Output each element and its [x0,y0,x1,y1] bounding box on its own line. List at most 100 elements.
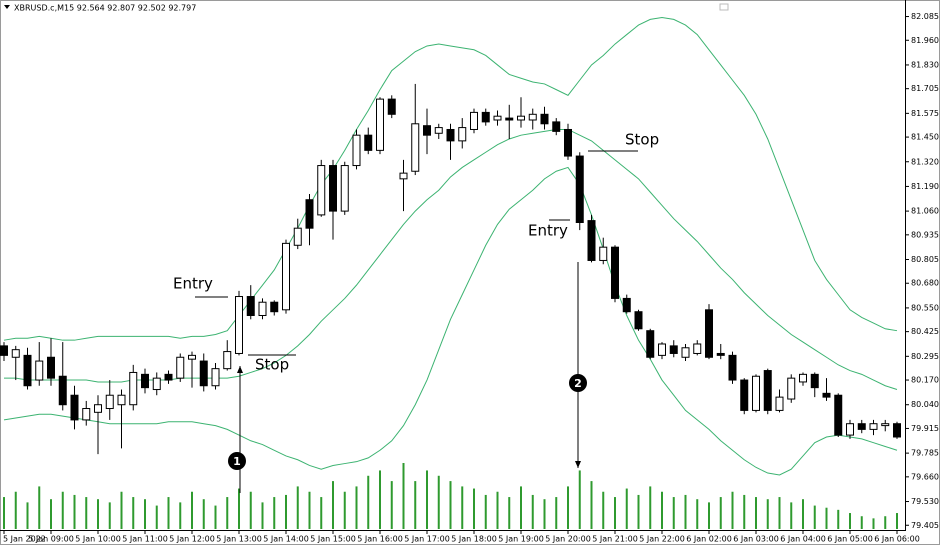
x-tick-label: 6 Jan 04:00 [780,535,826,544]
y-tick-label: 80.040 [911,400,939,409]
candle-body [376,98,384,151]
arrow-head [237,366,243,373]
volume-bar [755,497,757,529]
candle-body [423,125,431,136]
candle-body [446,128,455,142]
volume-bar [226,497,229,529]
menu-icon[interactable] [4,5,10,9]
candle-body [846,423,854,436]
candle-body [681,347,690,358]
volume-bar [50,499,52,529]
candle-body [411,123,420,172]
x-tick-label: 6 Jan 05:00 [827,535,873,544]
candle-body [669,345,678,354]
candle-body [810,373,819,389]
volume-bar [214,505,217,529]
candle-body [235,296,243,354]
volume-bar [614,497,616,529]
candle-body [622,297,631,313]
volume-bar [155,505,158,529]
candle-body [58,375,67,406]
volume-bar [884,516,887,529]
volume-bar [167,497,170,529]
marker-number: 2 [574,377,582,390]
volume-bar [261,502,264,529]
candle-body [246,296,255,317]
candle-body [763,370,772,411]
x-tick-label: 6 Jan 06:00 [874,535,920,544]
candle-body [634,311,643,330]
volume-bar [708,502,710,529]
candle-body [293,227,302,246]
volume-bar [649,486,652,529]
candle-body [141,373,149,389]
volume-bar [296,486,299,529]
annotation: Entry [173,275,213,293]
volume-bar [132,497,135,529]
annotation: Entry [528,222,568,240]
candle-body [752,375,760,411]
y-tick-label: 81.575 [911,109,939,118]
volume-bar [320,497,323,529]
y-tick-label: 80.550 [911,303,939,312]
bollinger-band [3,16,898,341]
candle-body [188,354,196,360]
candle-body [658,343,666,356]
volume-bar [602,491,605,529]
x-tick-label: 5 Jan 22:00 [639,535,685,544]
candle-body [458,127,467,142]
candle-body [799,373,807,383]
x-tick-label: 5 Jan 09:00 [28,535,74,544]
x-tick-label: 5 Jan 18:00 [451,535,497,544]
window-control[interactable] [719,3,729,11]
volume-bar [38,486,41,529]
candle-body [270,301,279,313]
volume-bar [179,502,182,529]
candle-body [387,98,396,115]
candle-body [716,352,725,356]
volume-bar [590,481,593,529]
candle-body [305,199,314,229]
y-tick-label: 81.450 [911,133,939,142]
x-tick-label: 5 Jan 16:00 [357,535,403,544]
candle-body [94,404,102,413]
y-tick-label: 80.935 [911,230,939,239]
volume-bar [97,499,99,529]
volume-bar [790,502,793,529]
y-tick-label: 80.680 [911,279,939,288]
x-tick-label: 5 Jan 21:00 [592,535,638,544]
candle-body [693,343,702,354]
volume-bar [849,513,851,529]
annotation: Stop [255,356,289,374]
y-tick-label: 81.060 [911,207,939,216]
candle-body [105,394,114,410]
volume-bar [390,481,393,529]
candle-body [505,117,514,121]
candle-body [740,379,749,411]
arrow-head [575,461,581,468]
volume-bar [543,499,546,529]
candle-body [528,113,537,121]
y-tick-label: 79.785 [911,449,939,458]
y-tick-label: 79.660 [911,472,939,481]
candle-body [258,301,267,317]
candle-body [23,354,32,387]
volume-bar [461,486,464,529]
x-tick-label: 5 Jan 11:00 [122,535,168,544]
y-tick-label: 80.805 [911,255,939,264]
y-tick-label: 82.085 [911,12,939,21]
candle-body [822,392,831,398]
candle-body [211,368,220,387]
volume-bar [26,502,29,529]
volume-bar [332,481,334,529]
chart-title: XBRUSD.c,M15 92.564 92.807 92.502 92.797 [14,4,196,13]
volume-bar [802,499,804,529]
candle-body [434,127,443,134]
volume-bar [484,494,487,529]
x-tick-label: 6 Jan 03:00 [733,535,779,544]
volume-bar [496,491,499,529]
volume-bar [531,494,534,529]
candle-body [481,111,490,123]
candle-body [493,115,502,121]
